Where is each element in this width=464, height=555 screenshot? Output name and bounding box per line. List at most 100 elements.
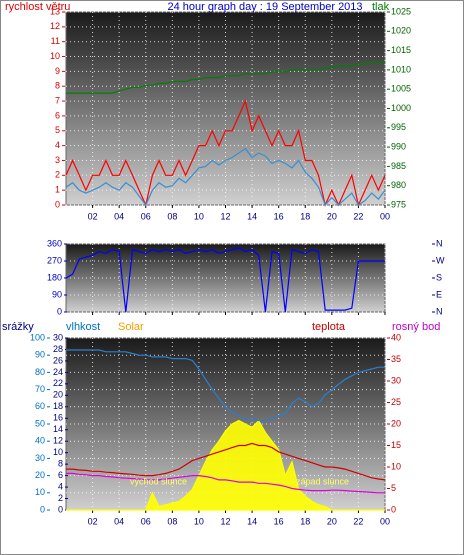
y2-tick-label: 35 [391, 354, 401, 364]
y3-axis-label: srážky [2, 321, 34, 333]
y-tick-label: 13 [50, 6, 60, 16]
x-tick-label: 04 [114, 211, 124, 221]
series-line [66, 61, 385, 94]
y3-tick-label: 28 [53, 344, 63, 354]
x-tick-label: 08 [167, 211, 177, 221]
series-line [66, 472, 385, 494]
y-tick-label: 20 [35, 470, 45, 480]
y-axis-label: rychlost větru [5, 1, 70, 13]
y2-tick-label: 15 [391, 440, 401, 450]
y2-tick-label: 25 [391, 397, 401, 407]
x-tick-label: 02 [88, 516, 98, 526]
y-tick-label: 7 [55, 95, 60, 105]
y2-tick-label: N [436, 238, 443, 248]
y2-tick-label: 990 [391, 141, 406, 151]
y2-tick-label: 980 [391, 180, 406, 190]
series-line [66, 349, 385, 422]
y-tick-label: 270 [47, 255, 62, 265]
y-tick-label: 90 [35, 350, 45, 360]
y-tick-label: 6 [55, 110, 60, 120]
chart-title: 24 hour graph day : 19 September 2013 [167, 1, 362, 13]
y2-tick-label: 1020 [391, 26, 411, 36]
y3-tick-label: 14 [53, 424, 63, 434]
y3-tick-label: 10 [53, 447, 63, 457]
x-tick-label: 20 [327, 211, 337, 221]
x-tick-label: 02 [88, 211, 98, 221]
y2-tick-label: S [436, 272, 442, 282]
series-line [65, 247, 385, 313]
y2-tick-label: 985 [391, 161, 406, 171]
y-tick-label: 40 [35, 436, 45, 446]
x-tick-label: 08 [167, 516, 177, 526]
annotation: východ slunce [130, 476, 187, 486]
x-tick-label: 06 [141, 516, 151, 526]
y2-tick-label: 10 [391, 461, 401, 471]
x-tick-label: 10 [194, 211, 204, 221]
x-tick-label: 06 [141, 211, 151, 221]
x-tick-label: 16 [274, 211, 284, 221]
y-tick-label: 90 [52, 289, 62, 299]
y-tick-label: 0 [40, 504, 45, 514]
x-tick-label: 00 [380, 211, 390, 221]
y3-tick-label: 4 [58, 481, 63, 491]
series-line [65, 147, 386, 207]
y3-tick-label: 18 [53, 401, 63, 411]
y2-tick-label: W [436, 255, 445, 265]
y3-tick-label: 2 [58, 493, 63, 503]
y-tick-label: 0 [55, 199, 60, 209]
y3-tick-label: 20 [53, 390, 63, 400]
legend-entry: Solar [118, 321, 144, 333]
x-tick-label: 22 [353, 516, 363, 526]
y-tick-label: 8 [55, 81, 60, 91]
x-tick-label: 14 [247, 211, 257, 221]
y2-tick-label: 30 [391, 375, 401, 385]
y2-tick-label: N [436, 306, 443, 316]
y-tick-label: 11 [51, 36, 60, 46]
y2-tick-label: 1000 [391, 103, 411, 113]
x-tick-label: 20 [327, 516, 337, 526]
y3-tick-label: 6 [58, 470, 63, 480]
annotation: západ slunce [296, 476, 349, 486]
x-tick-label: 04 [114, 516, 124, 526]
legend-entry: rosný bod [392, 321, 440, 333]
x-tick-label: 22 [353, 211, 363, 221]
y-tick-label: 80 [35, 367, 45, 377]
y-tick-label: 10 [50, 51, 60, 61]
x-tick-label: 00 [380, 516, 390, 526]
y2-tick-label: 1025 [391, 6, 411, 16]
plot-area [65, 243, 386, 313]
y2-tick-label: 40 [391, 332, 401, 342]
x-tick-label: 18 [300, 516, 310, 526]
y3-tick-label: 24 [53, 367, 63, 377]
y-tick-label: 9 [55, 66, 60, 76]
y3-tick-label: 12 [53, 436, 63, 446]
y-tick-label: 5 [55, 125, 60, 135]
y-tick-label: 70 [35, 384, 45, 394]
y3-tick-label: 26 [53, 355, 63, 365]
legend-entry: vlhkost [66, 321, 100, 333]
x-tick-label: 12 [220, 211, 230, 221]
y-tick-label: 10 [35, 487, 45, 497]
y-tick-label: 50 [35, 418, 45, 428]
y-tick-label: 0 [57, 306, 62, 316]
legend-entry: teplota [312, 321, 346, 333]
series-line [65, 99, 386, 207]
y-tick-label: 1 [55, 185, 60, 195]
y2-tick-label: 1010 [391, 64, 411, 74]
y-tick-label: 12 [50, 21, 60, 31]
y-tick-label: 100 [30, 332, 45, 342]
y2-tick-label: 1015 [391, 45, 411, 55]
x-tick-label: 16 [274, 516, 284, 526]
y-tick-label: 60 [35, 401, 45, 411]
y3-tick-label: 16 [53, 413, 63, 423]
y2-tick-label: 1005 [391, 84, 411, 94]
x-tick-label: 14 [247, 516, 257, 526]
y3-tick-label: 8 [58, 459, 63, 469]
y2-tick-label: 20 [391, 418, 401, 428]
y2-tick-label: 0 [391, 504, 396, 514]
y-tick-label: 180 [47, 272, 62, 282]
y3-tick-label: 0 [58, 504, 63, 514]
y3-tick-label: 22 [53, 378, 63, 388]
y2-tick-label: E [436, 289, 442, 299]
